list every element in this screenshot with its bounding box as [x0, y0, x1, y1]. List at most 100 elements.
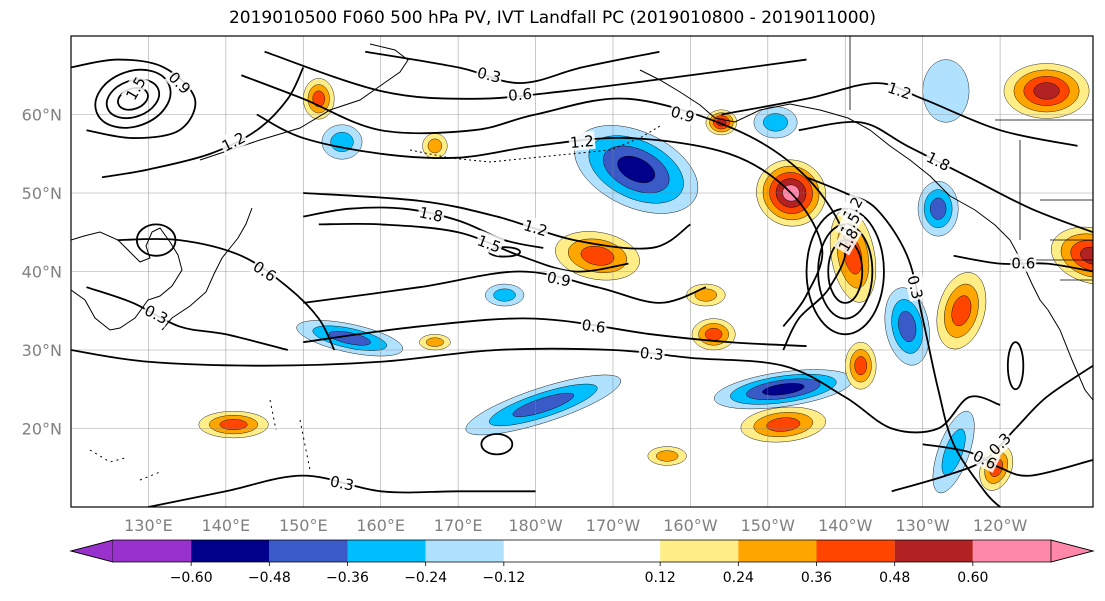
coastline-aleutians — [409, 125, 661, 163]
pv-fill-band — [763, 113, 789, 132]
coastline-japan — [161, 207, 253, 331]
contour-label: 1.2 — [568, 130, 596, 152]
pv-anomaly-blob — [936, 272, 987, 350]
longitude-tick-label: 140°W — [818, 516, 873, 535]
pv-fill-band — [219, 419, 248, 431]
map-title: 2019010500 F060 500 hPa PV, IVT Landfall… — [228, 8, 876, 28]
contour-label-text: 0.6 — [581, 316, 607, 337]
pv-fill-band — [854, 356, 868, 376]
pv-anomaly-blob — [917, 181, 959, 237]
ivt-contour-loop — [480, 433, 514, 456]
pv-anomaly-blob — [686, 283, 726, 307]
colorbar-tick-label: −0.24 — [404, 570, 447, 586]
pv-fill-band — [704, 327, 723, 341]
pv-anomaly-blob — [691, 318, 736, 351]
colorbar-max-extend — [1050, 539, 1095, 563]
contour-label-text: 0.6 — [1011, 255, 1035, 273]
colorbar-tick-label: 0.60 — [957, 570, 988, 586]
colorbar-tick-label: −0.48 — [248, 570, 291, 586]
ivt-contour-loop — [135, 223, 177, 257]
pv-fill-band — [580, 246, 615, 266]
latitude-tick-label: 50°N — [22, 184, 62, 203]
coastline-asia — [71, 227, 183, 331]
pv-anomaly-blob — [422, 133, 448, 159]
map-frame — [70, 35, 1094, 508]
contour-label: 0.9 — [544, 266, 574, 291]
colorbar-segment — [191, 540, 270, 562]
colorbar-segment — [660, 540, 739, 562]
pv-fill-band — [656, 450, 679, 462]
pv-anomaly-blob — [296, 320, 404, 357]
latitude-tick-label: 60°N — [22, 106, 62, 125]
pv-fill-band — [1033, 82, 1060, 100]
pv-fill-band — [766, 417, 801, 432]
colorbar-tick-label: 0.36 — [801, 570, 832, 586]
pv-anomaly-blob — [419, 334, 451, 351]
contour-label: 1.2 — [884, 77, 915, 103]
contour-label: 0.3 — [327, 471, 357, 495]
pv-fill-band — [617, 155, 656, 183]
contour-label: 0.6 — [579, 314, 608, 337]
ivt-contour-line — [71, 58, 197, 139]
colorbar-tick-label: −0.12 — [482, 570, 525, 586]
longitude-labels: 130°E 140°E 150°E 160°E 170°E 180°W 170°W 160°W… — [124, 516, 1027, 535]
ivt-contour-loop — [94, 68, 172, 129]
pv-anomaly-blob — [485, 283, 525, 307]
ivt-contour-line — [256, 113, 824, 327]
pv-anomaly-blob — [198, 411, 269, 439]
pv-fill-band — [493, 288, 516, 302]
pv-fill-band — [425, 337, 444, 347]
colorbar: −0.60 −0.48 −0.36 −0.24 −0.12 0.12 0.24 0.36 0.4… — [69, 539, 1095, 586]
pv-fill-band — [694, 288, 718, 302]
contour-label: 0.9 — [667, 101, 698, 126]
pv-fill-band — [427, 138, 443, 154]
border-lines — [849, 36, 1093, 281]
colorbar-min-extend — [69, 539, 114, 563]
colorbar-segment — [347, 540, 426, 562]
pv-fill-band — [312, 90, 326, 108]
pv-fill-band — [512, 392, 575, 417]
longitude-tick-label: 150°E — [279, 516, 328, 535]
pv-fill-band — [328, 331, 371, 346]
ivt-contour-loop — [105, 78, 161, 120]
pv-fill-band — [922, 59, 970, 123]
pv-anomaly-blob — [647, 446, 687, 466]
colorbar-tick-label: −0.36 — [326, 570, 369, 586]
pv-fill-band — [930, 197, 947, 220]
contour-label-text: 0.9 — [545, 268, 572, 290]
colorbar-tick-label: 0.48 — [879, 570, 910, 586]
colorbar-segment — [269, 540, 348, 562]
pv-anomaly-blob — [303, 78, 335, 120]
longitude-tick-label: 160°E — [356, 516, 405, 535]
pv-anomaly-blob — [465, 374, 621, 436]
longitude-tick-label: 160°W — [663, 516, 718, 535]
longitude-tick-label: 150°W — [741, 516, 796, 535]
longitude-tick-label: 170°W — [586, 516, 641, 535]
pv-fill-band — [951, 295, 972, 327]
ivt-contour-line — [922, 443, 1093, 477]
latitude-tick-label: 40°N — [22, 263, 62, 282]
contour-label: 0.6 — [1010, 253, 1037, 273]
pv-anomaly-blob — [845, 341, 877, 390]
coastline-alaska — [639, 69, 1049, 311]
longitude-tick-label: 180°W — [508, 516, 563, 535]
colorbar-outline — [69, 539, 1095, 563]
ivt-contour-line — [86, 286, 289, 351]
pv-anomaly-blob — [753, 106, 798, 139]
contour-label-text: 0.3 — [903, 273, 926, 300]
contour-label: 1.8 — [416, 202, 446, 226]
latitude-labels: 20°N 30°N 40°N 50°N 60°N — [22, 106, 62, 439]
longitude-tick-label: 140°E — [202, 516, 251, 535]
coastline-kamchatka — [199, 43, 409, 161]
colorbar-segment — [894, 540, 973, 562]
contour-label-text: 1.8 — [417, 203, 444, 226]
pv-fill-band — [762, 383, 805, 396]
latitude-tick-label: 20°N — [22, 420, 62, 439]
contour-label: 0.3 — [474, 62, 505, 87]
ivt-contour-line — [303, 317, 807, 347]
longitude-tick-label: 170°E — [434, 516, 483, 535]
colorbar-segment — [816, 540, 895, 562]
contour-label-text: 1.2 — [569, 132, 594, 152]
pv-anomaly-blob — [740, 406, 826, 443]
